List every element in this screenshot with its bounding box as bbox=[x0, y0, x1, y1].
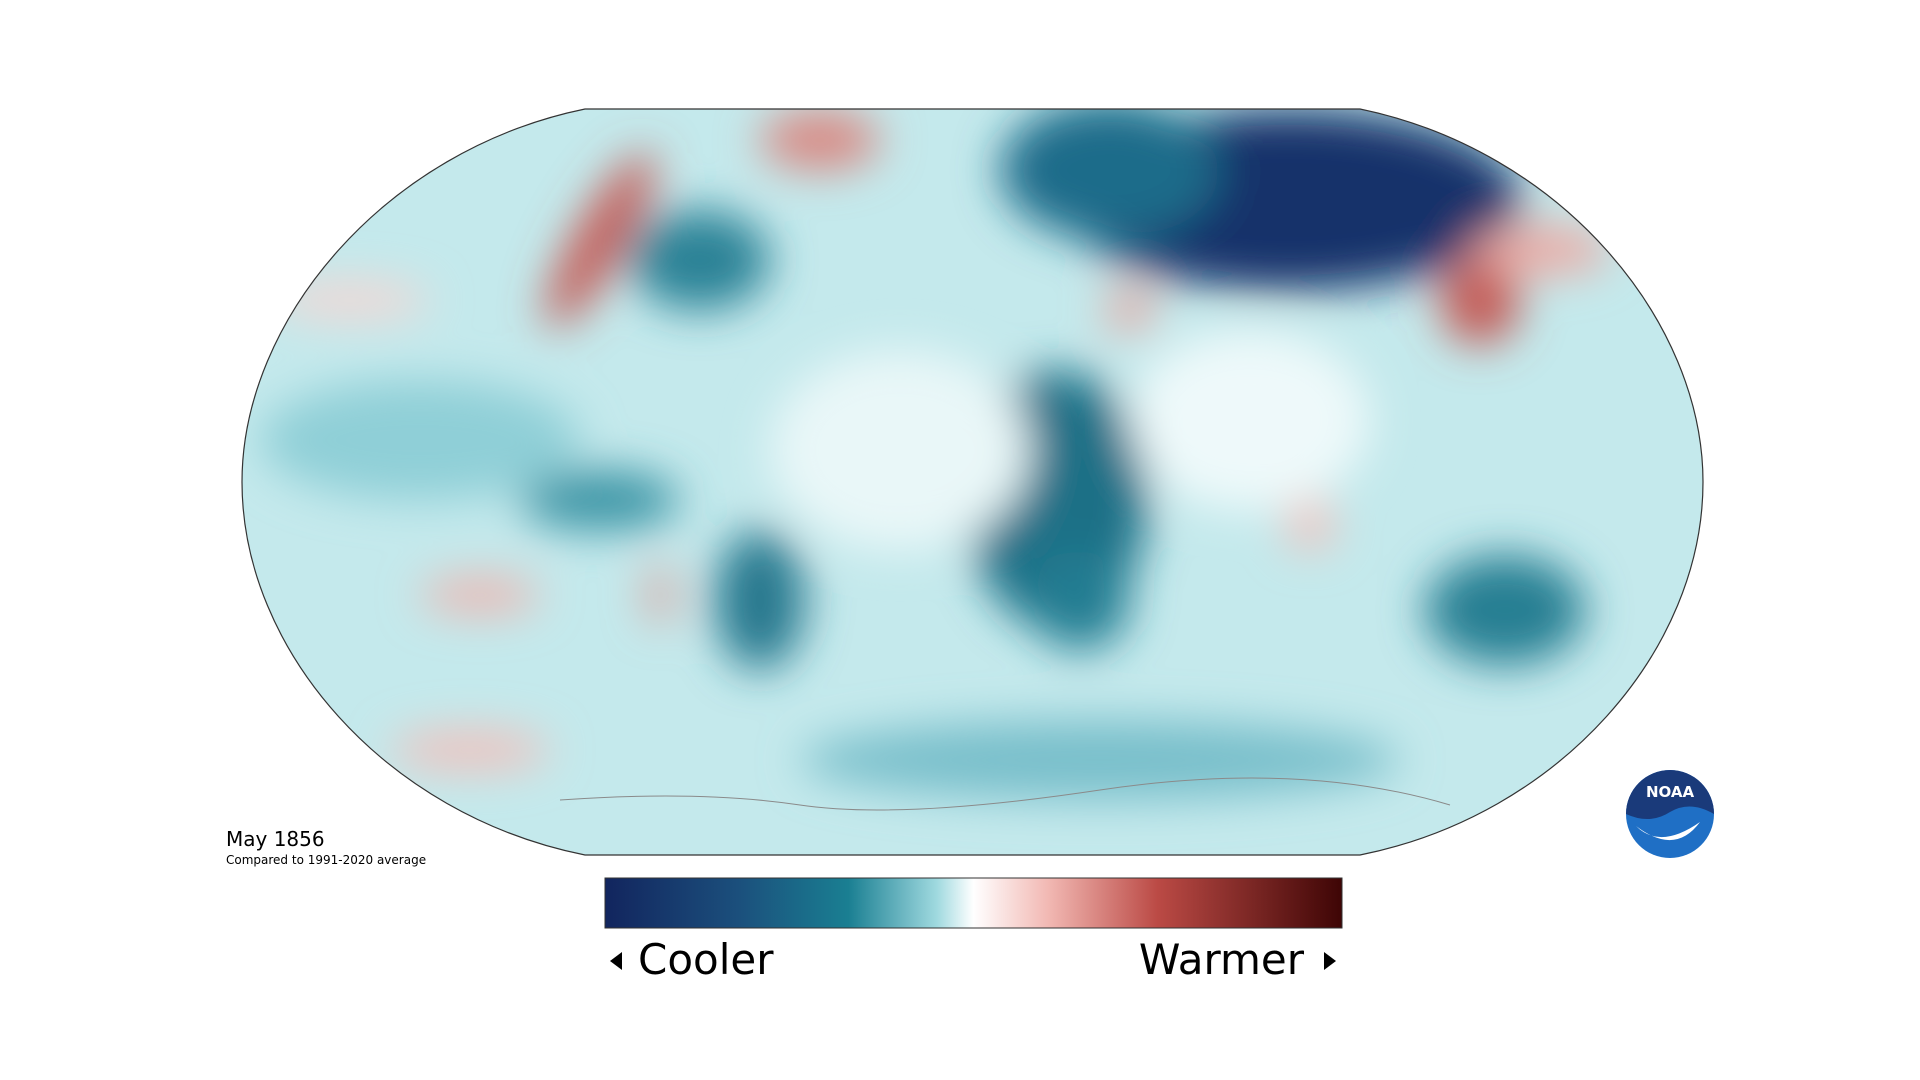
anomaly-map bbox=[242, 109, 1703, 855]
arrow-left bbox=[610, 952, 622, 970]
legend-low: Cooler bbox=[638, 935, 774, 984]
map-subtitle: Compared to 1991-2020 average bbox=[226, 853, 426, 867]
color-scale bbox=[604, 877, 1343, 929]
map-outline bbox=[241, 108, 1704, 856]
noaa-logo: NOAA bbox=[1626, 770, 1714, 858]
map-title: May 1856 bbox=[226, 827, 325, 851]
legend-high: Warmer bbox=[1139, 935, 1305, 984]
logo-text: NOAA bbox=[1646, 783, 1695, 801]
arrow-right bbox=[1324, 952, 1336, 970]
